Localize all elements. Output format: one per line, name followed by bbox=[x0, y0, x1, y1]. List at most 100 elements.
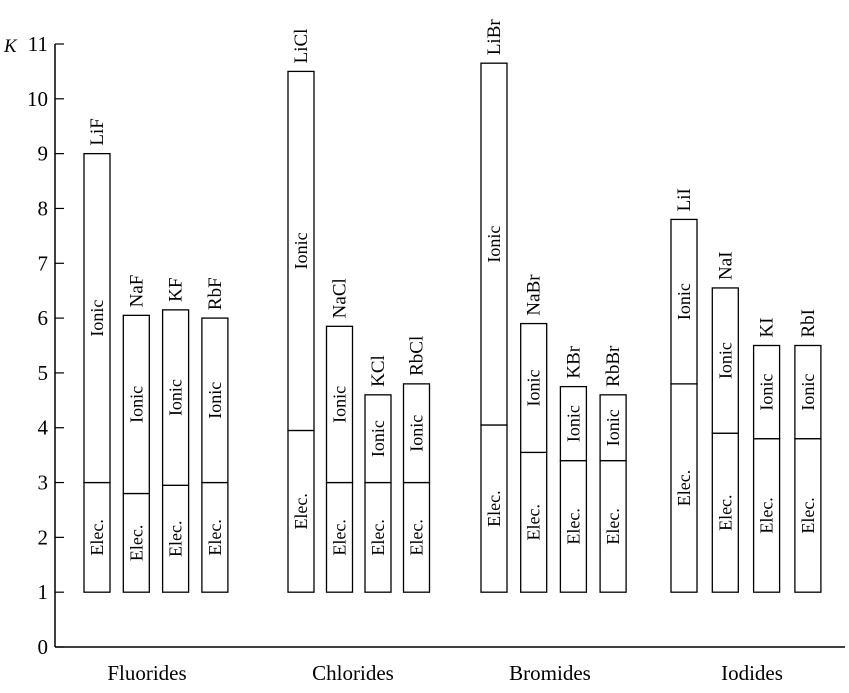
compound-label: NaI bbox=[715, 251, 736, 279]
bar-lif: Elec. Ionic LiF bbox=[83, 118, 111, 593]
bar-nacl: Elec. Ionic NaCl bbox=[325, 278, 354, 593]
electronic-segment-label: Elec. bbox=[603, 508, 623, 544]
y-tick-label: 2 bbox=[38, 525, 49, 549]
ionic-segment bbox=[794, 344, 822, 440]
ionic-segment bbox=[287, 70, 315, 432]
compound-label: RbI bbox=[798, 309, 819, 338]
electronic-segment-label: Elec. bbox=[798, 497, 818, 533]
ionic-segment-label: Ionic bbox=[368, 420, 388, 457]
ionic-segment-label: Ionic bbox=[126, 386, 146, 423]
ionic-segment-label: Ionic bbox=[484, 226, 504, 263]
compound-label: RbCl bbox=[407, 336, 428, 376]
electronic-segment bbox=[402, 481, 431, 593]
compound-label: LiI bbox=[674, 188, 695, 211]
bar-kbr: Elec. Ionic KBr bbox=[559, 345, 588, 593]
bar-lii: Elec. Ionic LiI bbox=[670, 188, 698, 593]
y-tick-label: 3 bbox=[38, 471, 49, 495]
electronic-segment bbox=[599, 459, 627, 593]
bar-kf: Elec. Ionic KF bbox=[161, 278, 190, 593]
y-tick-label: 11 bbox=[28, 32, 48, 56]
y-tick-label: 4 bbox=[38, 416, 49, 440]
electronic-segment-label: Elec. bbox=[87, 519, 107, 555]
compound-label: NaF bbox=[126, 275, 147, 308]
compound-label: NaBr bbox=[524, 274, 545, 316]
y-tick-label: 6 bbox=[38, 306, 49, 330]
ionic-segment bbox=[161, 309, 190, 486]
electronic-segment-label: Elec. bbox=[484, 490, 504, 526]
electronic-segment bbox=[201, 481, 229, 593]
electronic-segment-label: Elec. bbox=[524, 504, 544, 540]
y-tick-label: 7 bbox=[38, 251, 49, 275]
electronic-segment bbox=[480, 424, 508, 593]
electronic-segment-label: Elec. bbox=[291, 493, 311, 529]
ionic-segment-label: Ionic bbox=[715, 342, 735, 379]
compound-label: LiF bbox=[87, 118, 108, 145]
y-tick-label: 5 bbox=[38, 361, 49, 385]
electronic-segment-label: Elec. bbox=[368, 519, 388, 555]
ionic-segment-label: Ionic bbox=[166, 379, 186, 416]
bar-group-chlorides: Elec. Ionic LiCl Elec. Ionic NaCl Elec. Ionic KC… bbox=[287, 29, 431, 685]
group-label: Iodides bbox=[721, 661, 783, 685]
electronic-segment bbox=[83, 481, 111, 593]
bar-rbbr: Elec. Ionic RbBr bbox=[599, 345, 627, 593]
electronic-segment bbox=[752, 438, 781, 593]
bar-naf: Elec. Ionic NaF bbox=[122, 275, 150, 593]
compound-label: RbBr bbox=[603, 345, 624, 387]
compound-label: KF bbox=[166, 278, 187, 302]
y-tick-label: 10 bbox=[27, 87, 48, 111]
ionic-segment-label: Ionic bbox=[407, 415, 427, 452]
ionic-segment-label: Ionic bbox=[563, 405, 583, 442]
ionic-segment bbox=[122, 314, 150, 495]
ionic-segment-label: Ionic bbox=[87, 300, 107, 337]
group-label: Bromides bbox=[509, 661, 591, 685]
ionic-segment bbox=[201, 317, 229, 484]
electronic-segment bbox=[711, 432, 739, 593]
ionic-segment bbox=[402, 383, 431, 484]
ionic-segment-label: Ionic bbox=[757, 374, 777, 411]
ionic-segment bbox=[83, 152, 111, 484]
compound-label: RbF bbox=[205, 277, 226, 310]
electronic-segment-label: Elec. bbox=[674, 470, 694, 506]
group-label: Fluorides bbox=[107, 661, 186, 685]
y-axis-label: K bbox=[3, 36, 18, 57]
bar-rbf: Elec. Ionic RbF bbox=[201, 277, 229, 593]
ionic-segment-label: Ionic bbox=[674, 283, 694, 320]
compound-label: LiCl bbox=[291, 29, 312, 64]
bar-rbi: Elec. Ionic RbI bbox=[794, 309, 822, 593]
electronic-segment-label: Elec. bbox=[757, 497, 777, 533]
bar-group-iodides: Elec.IonicLiIElec.IonicNaIElec.IonicKIEl… bbox=[670, 188, 822, 685]
y-tick-label: 0 bbox=[38, 635, 49, 659]
ionic-segment bbox=[711, 287, 739, 434]
electronic-segment-label: Elec. bbox=[205, 519, 225, 555]
ionic-segment bbox=[480, 62, 508, 426]
ionic-segment bbox=[520, 322, 548, 454]
bar-nabr: Elec. Ionic NaBr bbox=[520, 274, 548, 593]
ionic-segment bbox=[325, 325, 354, 484]
ionic-segment-label: Ionic bbox=[205, 382, 225, 419]
bar-kcl: Elec. Ionic KCl bbox=[364, 355, 392, 593]
ionic-segment bbox=[559, 385, 588, 462]
ionic-segment-label: Ionic bbox=[524, 369, 544, 406]
ionic-segment bbox=[752, 344, 781, 440]
ionic-segment-label: Ionic bbox=[291, 232, 311, 269]
group-label: Chlorides bbox=[312, 661, 394, 685]
electronic-segment bbox=[122, 492, 150, 593]
ionic-segment bbox=[670, 218, 698, 385]
bar-licl: Elec. Ionic LiCl bbox=[287, 29, 315, 593]
y-tick-label: 9 bbox=[38, 142, 49, 166]
y-tick-label: 8 bbox=[38, 196, 49, 220]
compound-label: NaCl bbox=[330, 278, 351, 318]
bar-group-bromides: Elec. Ionic LiBr Elec. Ionic NaBr Elec. Ionic KB… bbox=[480, 19, 627, 685]
compound-label: KBr bbox=[563, 345, 584, 378]
compound-label: KCl bbox=[368, 355, 389, 387]
ionic-segment-label: Ionic bbox=[798, 374, 818, 411]
electronic-segment-label: Elec. bbox=[563, 508, 583, 544]
bar-rbcl: Elec. Ionic RbCl bbox=[402, 336, 431, 593]
ionic-segment bbox=[364, 394, 392, 484]
bar-nai: Elec. Ionic NaI bbox=[711, 251, 739, 593]
electronic-segment-label: Elec. bbox=[715, 494, 735, 530]
electronic-segment-label: Elec. bbox=[330, 519, 350, 555]
electronic-segment bbox=[287, 429, 315, 593]
electronic-segment-label: Elec. bbox=[166, 520, 186, 556]
electronic-segment bbox=[161, 484, 190, 593]
